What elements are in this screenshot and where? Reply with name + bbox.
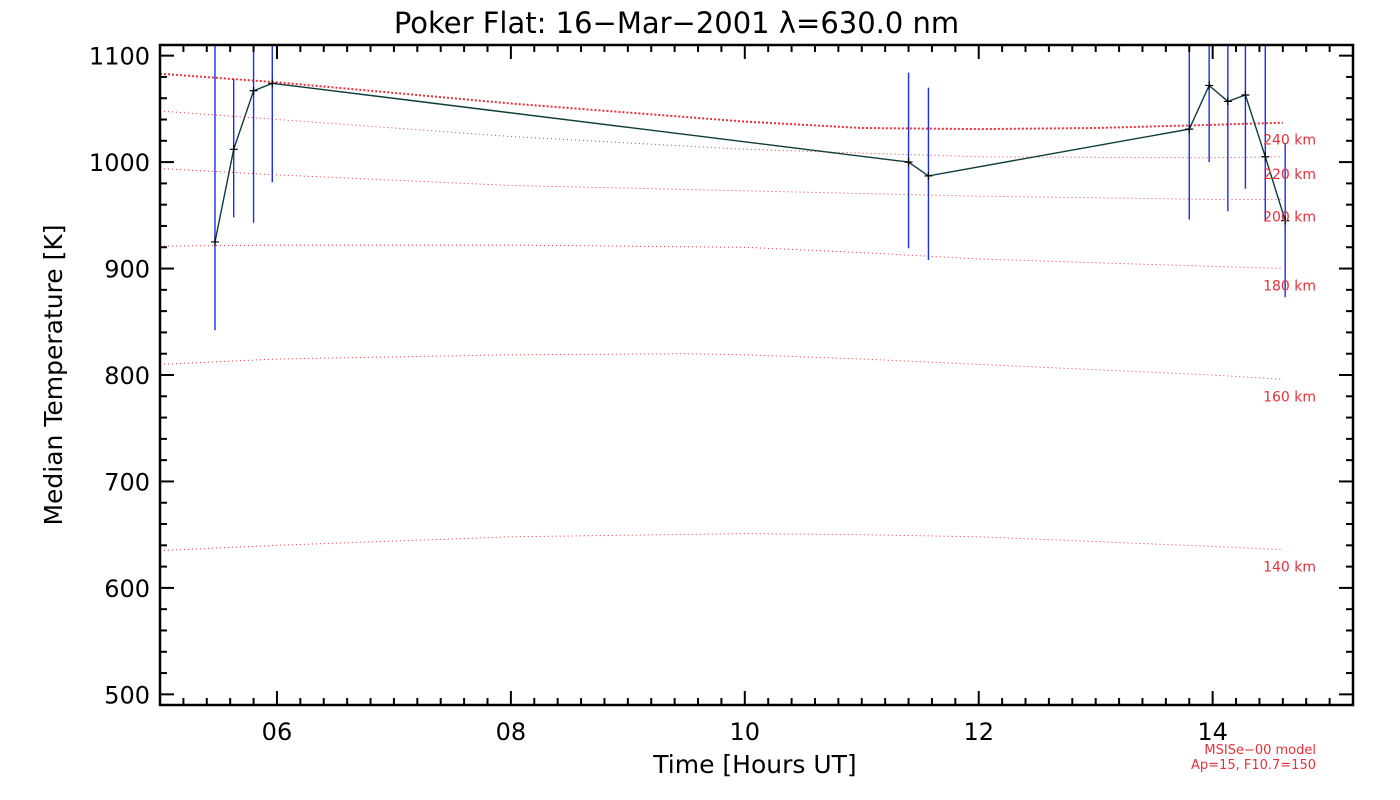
data-point xyxy=(249,86,258,95)
model-curve-label: 240 km xyxy=(1263,133,1316,149)
model-curves-layer xyxy=(159,72,1283,552)
x-tick-label: 14 xyxy=(1197,718,1228,746)
text-layer: Poker Flat: 16−Mar−2001 λ=630.0 nm Time … xyxy=(39,6,1316,779)
y-axis-label: Median Temperature [K] xyxy=(39,224,68,525)
model-curve-label: 140 km xyxy=(1263,560,1316,576)
data-point xyxy=(210,237,219,246)
y-tick-label: 1000 xyxy=(89,149,150,177)
data-point xyxy=(1281,216,1290,225)
model-curve-label: 220 km xyxy=(1263,167,1316,183)
data-point xyxy=(904,158,913,167)
y-tick-label: 1100 xyxy=(89,43,150,71)
data-point xyxy=(1241,91,1250,100)
data-point xyxy=(268,79,277,88)
y-tick-label: 500 xyxy=(104,681,150,709)
model-curve-label: 160 km xyxy=(1263,389,1316,405)
x-tick-label: 06 xyxy=(262,718,293,746)
temperature-line xyxy=(214,82,1286,243)
x-tick-label: 12 xyxy=(963,718,994,746)
chart-title: Poker Flat: 16−Mar−2001 λ=630.0 nm xyxy=(394,6,959,40)
model-note-params: Ap=15, F10.7=150 xyxy=(1191,758,1316,773)
model-curve-label: 180 km xyxy=(1263,279,1316,295)
y-tick-label: 800 xyxy=(104,362,150,390)
model-curve xyxy=(159,72,1283,131)
model-note-name: MSISe−00 model xyxy=(1204,743,1316,758)
measurement-layer xyxy=(210,45,1290,331)
model-curve xyxy=(159,353,1283,380)
model-curve xyxy=(159,168,1283,200)
data-point xyxy=(1261,152,1270,161)
model-curve-label: 200 km xyxy=(1263,209,1316,225)
model-curve xyxy=(159,244,1283,269)
plot-frame xyxy=(158,43,1355,707)
x-axis-label: Time [Hours UT] xyxy=(652,750,856,779)
data-point xyxy=(1185,125,1194,134)
axes xyxy=(158,43,1355,707)
y-tick-label: 900 xyxy=(104,256,150,284)
model-curve xyxy=(159,110,1283,159)
data-point xyxy=(1223,97,1232,106)
data-point xyxy=(924,171,933,180)
y-tick-label: 700 xyxy=(104,468,150,496)
model-curve xyxy=(159,533,1283,552)
x-tick-label: 10 xyxy=(730,718,761,746)
data-point xyxy=(1205,81,1214,90)
data-point xyxy=(229,145,238,154)
y-tick-label: 600 xyxy=(104,575,150,603)
x-tick-label: 08 xyxy=(496,718,527,746)
